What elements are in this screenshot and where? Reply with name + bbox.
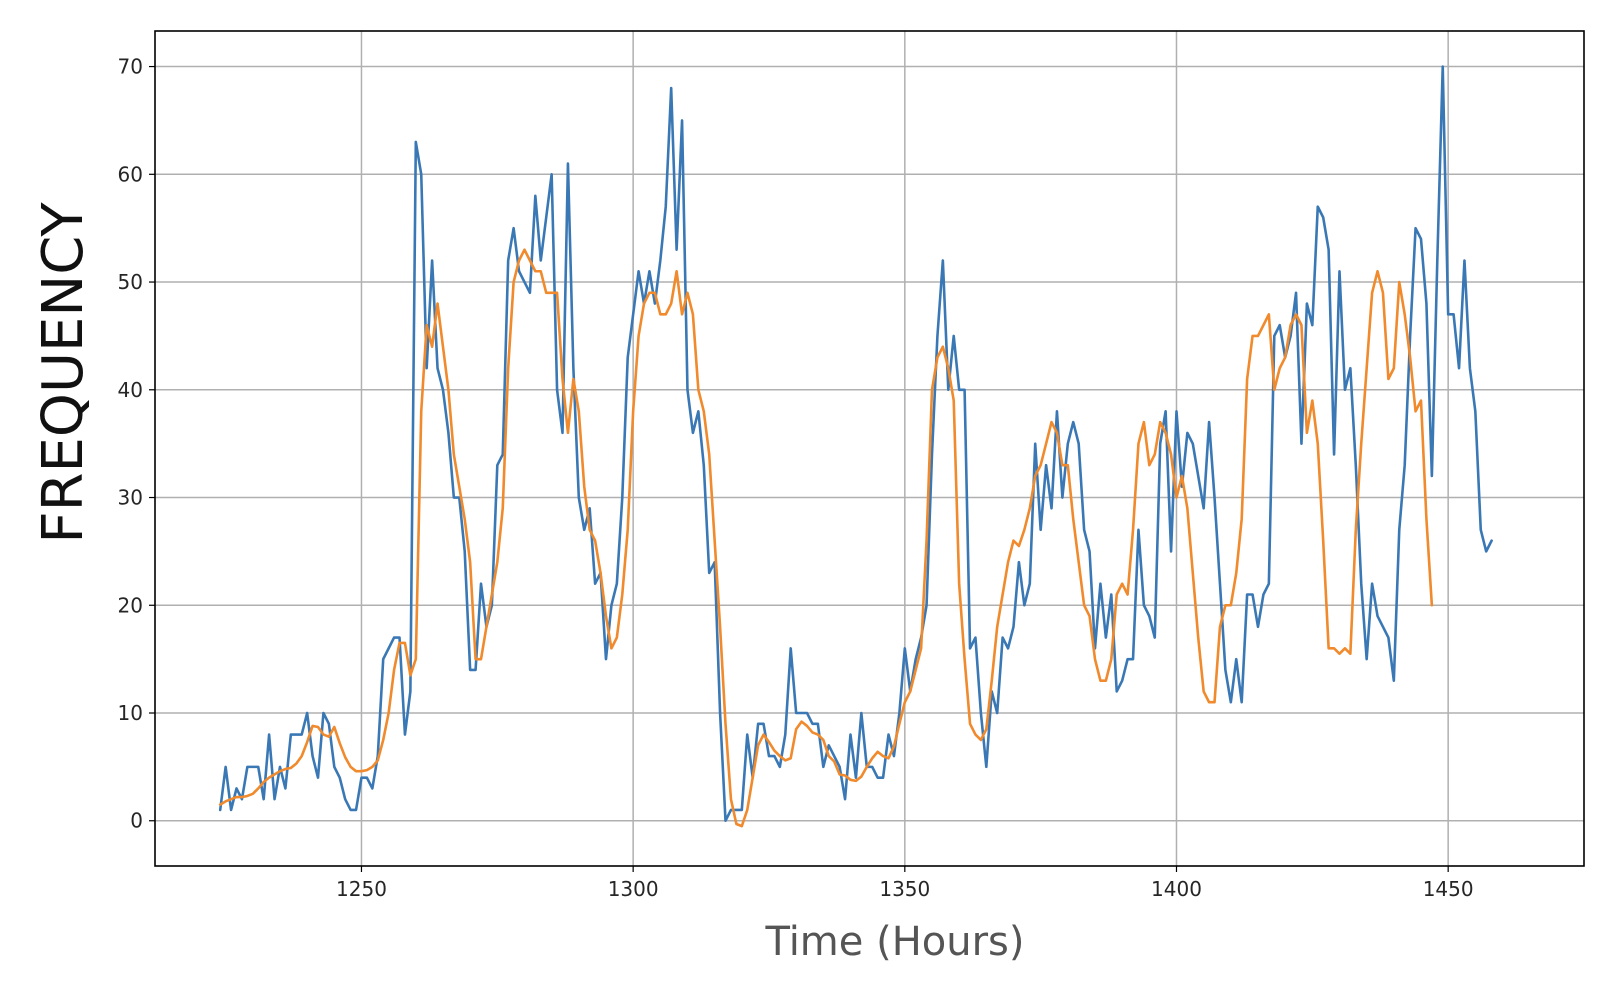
- y-tick-label: 20: [118, 593, 143, 617]
- y-tick-label: 10: [118, 701, 143, 725]
- y-axis: 0 10 20 30 40 50 60 70: [118, 55, 155, 833]
- x-axis: 1250 1300 1350 1400 1450: [336, 866, 1474, 901]
- y-axis-label: FREQUENCY: [31, 202, 96, 544]
- y-tick-label: 60: [118, 162, 143, 186]
- series-line-2: [218, 248, 1434, 828]
- x-axis-label: Time (Hours): [764, 919, 1024, 965]
- y-tick-label: 70: [118, 55, 143, 79]
- y-tick-label: 50: [118, 270, 143, 294]
- series-line-1: [218, 65, 1493, 823]
- x-tick-label: 1450: [1423, 877, 1474, 901]
- plot-frame: [154, 30, 1585, 867]
- x-tick-label: 1300: [608, 877, 659, 901]
- x-tick-label: 1350: [879, 877, 930, 901]
- y-tick-label: 0: [130, 809, 143, 833]
- y-tick-label: 40: [118, 378, 143, 402]
- y-tick-label: 30: [118, 486, 143, 510]
- x-tick-label: 1400: [1151, 877, 1202, 901]
- series-group: [218, 65, 1493, 828]
- x-tick-label: 1250: [336, 877, 387, 901]
